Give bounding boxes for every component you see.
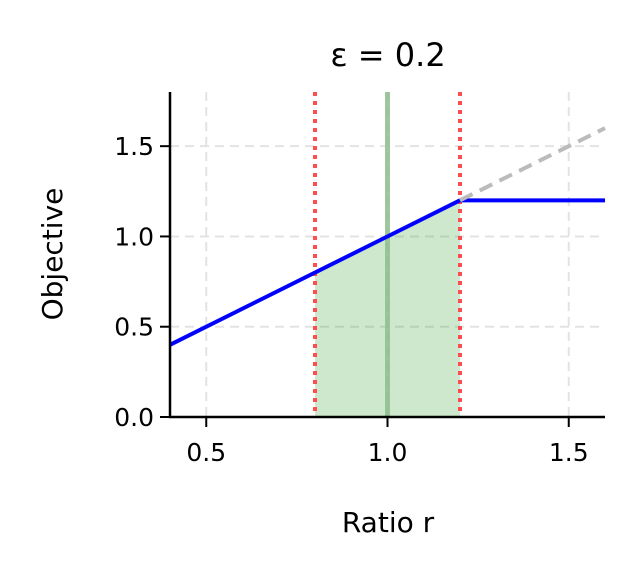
x-tick-label: 0.5 (186, 438, 226, 467)
ticks: 0.5 1.0 1.5 0.0 0.5 1.0 1.5 (114, 132, 588, 467)
y-tick-label: 1.0 (114, 222, 154, 251)
chart-title: ε = 0.2 (330, 36, 445, 74)
series (169, 126, 606, 347)
y-tick-label: 0.0 (114, 403, 154, 432)
x-axis-label: Ratio r (342, 506, 435, 539)
y-axis-label: Objective (36, 188, 69, 321)
x-tick-label: 1.0 (368, 438, 408, 467)
vertical-lines (313, 92, 462, 417)
y-tick-label: 0.5 (114, 313, 154, 342)
x-tick-label: 1.5 (549, 438, 589, 467)
y-tick-label: 1.5 (114, 132, 154, 161)
unclipped-objective-line (459, 126, 606, 203)
